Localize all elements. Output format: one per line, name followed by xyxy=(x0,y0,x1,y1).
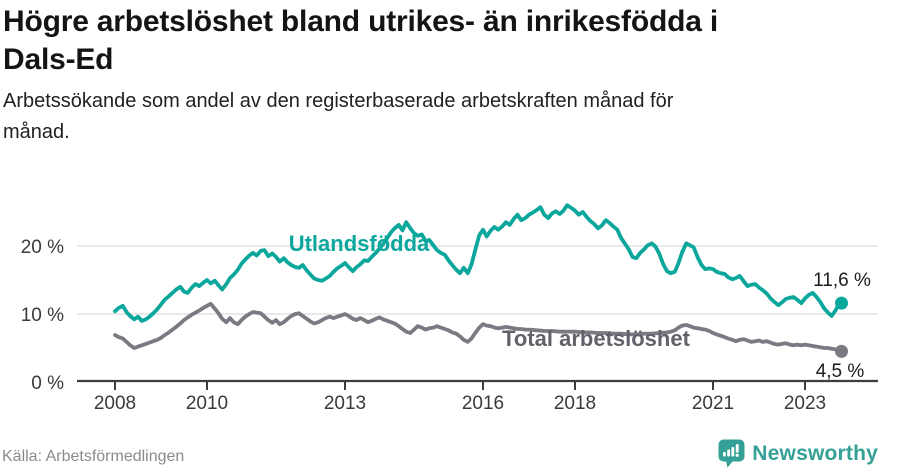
newsworthy-brand[interactable]: Newsworthy xyxy=(718,439,878,468)
gridlines xyxy=(77,245,878,315)
series-line-utlandsf-dda xyxy=(113,203,842,323)
series-end-dot-utlandsf-dda xyxy=(835,296,848,310)
x-tick-label-2008: 2008 xyxy=(94,393,136,414)
series-label-total-arbetsloshet: Total arbetslöshet xyxy=(502,326,691,351)
x-tick-label-2010: 2010 xyxy=(186,393,228,414)
series-paths xyxy=(113,203,848,358)
series-label-utlandsfodda: Utlandsfödda xyxy=(289,231,430,256)
y-tick-label-0: 0 % xyxy=(31,373,64,394)
x-tick-label-2013: 2013 xyxy=(324,393,366,414)
series-line-total-arbetsl-shet xyxy=(113,301,842,354)
end-value-label-total: 4,5 % xyxy=(816,361,865,382)
source-note: Källa: Arbetsförmedlingen xyxy=(2,448,185,465)
x-axis-labels: 2008 2010 2013 2016 2018 2021 2023 xyxy=(94,393,826,414)
x-tick-label-2016: 2016 xyxy=(462,393,504,414)
chart-subtitle: Arbetssökande som andel av den registerb… xyxy=(3,86,863,148)
chart-subtitle-line2: månad. xyxy=(3,121,70,143)
x-axis-ticks xyxy=(114,382,806,390)
chart-title: Högre arbetslöshet bland utrikes- än inr… xyxy=(3,3,889,79)
newsworthy-logo-icon xyxy=(718,439,745,468)
y-tick-label-20: 20 % xyxy=(21,237,64,258)
x-tick-label-2021: 2021 xyxy=(692,393,734,414)
y-tick-label-10: 10 % xyxy=(21,305,64,326)
y-axis-labels: 0 % 10 % 20 % xyxy=(21,237,64,394)
end-value-label-utlandsfodda: 11,6 % xyxy=(813,270,871,291)
series-end-dot-total-arbetsl-shet xyxy=(835,344,848,358)
x-tick-label-2023: 2023 xyxy=(784,393,826,414)
newsworthy-wordmark: Newsworthy xyxy=(752,441,878,465)
chart-title-line2: Dals-Ed xyxy=(3,43,114,76)
chart-subtitle-line1: Arbetssökande som andel av den registerb… xyxy=(3,90,674,112)
x-tick-label-2018: 2018 xyxy=(554,393,596,414)
chart-title-line1: Högre arbetslöshet bland utrikes- än inr… xyxy=(3,5,718,38)
